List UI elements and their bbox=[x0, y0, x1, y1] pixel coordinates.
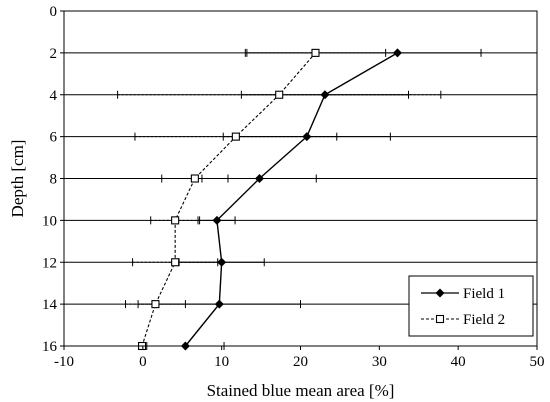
x-tick-label: 40 bbox=[451, 354, 466, 370]
marker-square-field-2 bbox=[190, 174, 199, 183]
x-tick-label: -10 bbox=[54, 354, 74, 370]
y-axis-ticks: 0 2 4 6 8 10 12 14 16 bbox=[42, 4, 64, 355]
y-tick-label: 12 bbox=[42, 255, 57, 271]
x-tick-label: 10 bbox=[214, 354, 229, 370]
marker-square-field-2 bbox=[151, 300, 160, 309]
marker-diamond-field-1 bbox=[302, 132, 312, 142]
marker-diamond-field-1 bbox=[392, 48, 402, 58]
y-tick-label: 8 bbox=[50, 172, 58, 188]
marker-diamond-field-1 bbox=[320, 90, 330, 100]
series-markers bbox=[137, 48, 402, 351]
marker-diamond-field-1 bbox=[212, 215, 222, 225]
x-axis-title: Stained blue mean area [%] bbox=[207, 381, 395, 400]
legend-marker-diamond bbox=[435, 288, 445, 298]
series-line-field-1 bbox=[184, 52, 398, 347]
legend-label-field-1: Field 1 bbox=[463, 286, 505, 302]
marker-square-field-2 bbox=[231, 132, 240, 141]
marker-square-field-2 bbox=[275, 90, 284, 99]
x-tick-label: 20 bbox=[293, 354, 308, 370]
x-tick-label: 0 bbox=[139, 354, 147, 370]
y-tick-label: 16 bbox=[42, 339, 58, 355]
legend: Field 1 Field 2 bbox=[408, 275, 534, 337]
y-tick-label: 10 bbox=[42, 213, 57, 229]
series-line-field-2 bbox=[141, 52, 316, 347]
legend-marker-square bbox=[435, 314, 445, 324]
y-tick-label: 2 bbox=[50, 46, 58, 62]
marker-square-field-2 bbox=[171, 216, 180, 225]
y-tick-label: 0 bbox=[50, 4, 58, 20]
x-axis-ticks: -10 0 10 20 30 40 50 bbox=[54, 346, 545, 370]
y-tick-label: 4 bbox=[50, 88, 58, 104]
legend-label-field-2: Field 2 bbox=[463, 312, 505, 328]
marker-square-field-2 bbox=[311, 48, 320, 57]
y-axis-title: Depth [cm] bbox=[8, 140, 27, 218]
marker-square-field-2 bbox=[171, 258, 180, 267]
y-tick-label: 14 bbox=[42, 297, 58, 313]
marker-diamond-field-1 bbox=[217, 257, 227, 267]
legend-box bbox=[408, 275, 534, 337]
y-tick-label: 6 bbox=[50, 130, 58, 146]
marker-diamond-field-1 bbox=[255, 174, 265, 183]
x-tick-label: 30 bbox=[372, 354, 387, 370]
x-tick-label: 50 bbox=[530, 354, 545, 370]
marker-diamond-field-1 bbox=[214, 299, 224, 309]
series-lines bbox=[141, 52, 398, 347]
